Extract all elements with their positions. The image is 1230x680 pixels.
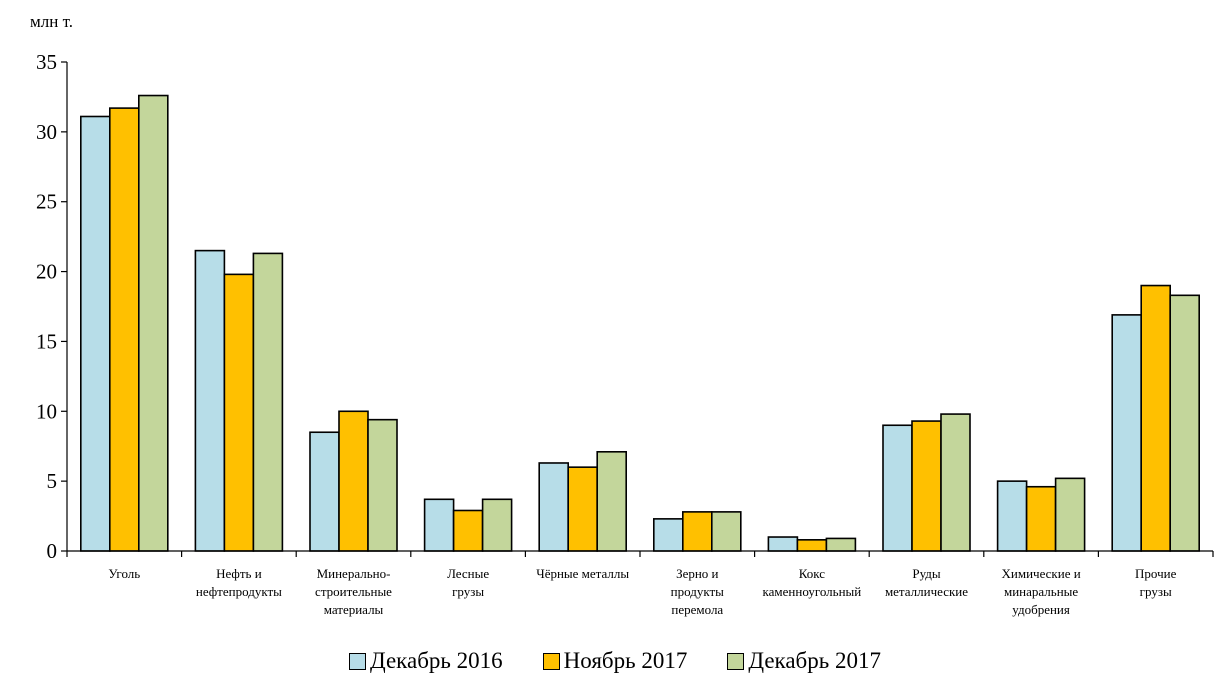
x-category-label-1: Уголь	[108, 566, 140, 581]
legend: Декабрь 2016 Ноябрь 2017 Декабрь 2017	[0, 648, 1230, 674]
bar-s1-c8	[882, 424, 913, 552]
bar-s2-c6	[681, 511, 713, 552]
bar-s2-c2	[223, 273, 255, 552]
legend-swatch-2	[542, 652, 560, 670]
bar-s1-c2	[194, 249, 226, 552]
y-tick-label-3: 10	[36, 399, 57, 423]
bar-s3-c4	[481, 498, 513, 552]
x-category-label-8: Руды металлические	[885, 566, 968, 599]
bar-s1-c7	[767, 536, 799, 552]
bar-s1-c5	[538, 462, 570, 552]
y-tick-label-7: 30	[36, 120, 57, 144]
bar-s1-c3	[309, 431, 340, 552]
bar-s2-c7	[796, 539, 828, 552]
bar-chart: 0 5 10 15 20 25 30 35 Уголь Нефть и нефтепродукты М…	[36, 50, 1214, 617]
bar-s2-c4	[452, 509, 484, 552]
legend-label-1: Декабрь 2016	[369, 648, 503, 673]
legend-item-2: Ноябрь 2017	[542, 648, 688, 674]
bar-s3-c5	[596, 451, 628, 552]
bar-s2-c1	[109, 107, 140, 552]
bar-s1-c6	[652, 518, 684, 552]
bar-s1-c4	[423, 498, 455, 552]
bar-s1-c10	[1111, 314, 1142, 552]
legend-swatch-1	[348, 652, 366, 670]
bar-s3-c6	[710, 511, 742, 552]
legend-label-3: Декабрь 2017	[748, 648, 881, 673]
bar-s2-c3	[338, 410, 369, 552]
bar-s2-c10	[1140, 284, 1171, 552]
x-category-label-7: Кокс каменноугольный	[763, 566, 862, 599]
y-tick-label-8: 35	[36, 50, 57, 74]
bar-s2-c5	[567, 466, 599, 552]
bar-s3-c8	[940, 413, 971, 552]
bar-s2-c9	[1025, 485, 1057, 552]
y-axis-unit-label: млн т.	[30, 12, 73, 31]
bar-s1-c9	[996, 480, 1028, 552]
y-tick-label-4: 15	[36, 329, 57, 353]
x-category-label-9: Химические и минаральные удобрения	[1002, 566, 1081, 617]
bar-s3-c2	[252, 252, 284, 552]
y-tick-label-2: 5	[47, 469, 58, 493]
y-tick-label-5: 20	[36, 260, 57, 284]
bar-s2-c8	[911, 420, 942, 552]
legend-item-3: Декабрь 2017	[727, 648, 881, 674]
x-category-label-3: Минерально-строительные материалы	[315, 566, 392, 617]
bar-s3-c10	[1169, 294, 1200, 552]
y-tick-label-6: 25	[36, 190, 57, 214]
x-category-label-10: Прочие грузы	[1135, 566, 1177, 599]
bar-s1-c1	[80, 115, 111, 552]
bar-s3-c3	[367, 418, 398, 552]
x-category-label-5: Чёрные металлы	[536, 566, 629, 581]
legend-label-2: Ноябрь 2017	[563, 648, 688, 673]
legend-item-1: Декабрь 2016	[348, 648, 503, 674]
bar-s3-c9	[1054, 477, 1086, 552]
x-category-label-6: Зерно и продукты перемола	[671, 566, 725, 617]
bar-s3-c7	[825, 537, 857, 552]
x-category-label-4: Лесные грузы	[447, 566, 489, 599]
y-tick-label-1: 0	[47, 539, 58, 563]
legend-swatch-3	[727, 652, 745, 670]
x-category-label-2: Нефть и нефтепродукты	[196, 566, 282, 599]
bar-s3-c1	[138, 94, 169, 552]
